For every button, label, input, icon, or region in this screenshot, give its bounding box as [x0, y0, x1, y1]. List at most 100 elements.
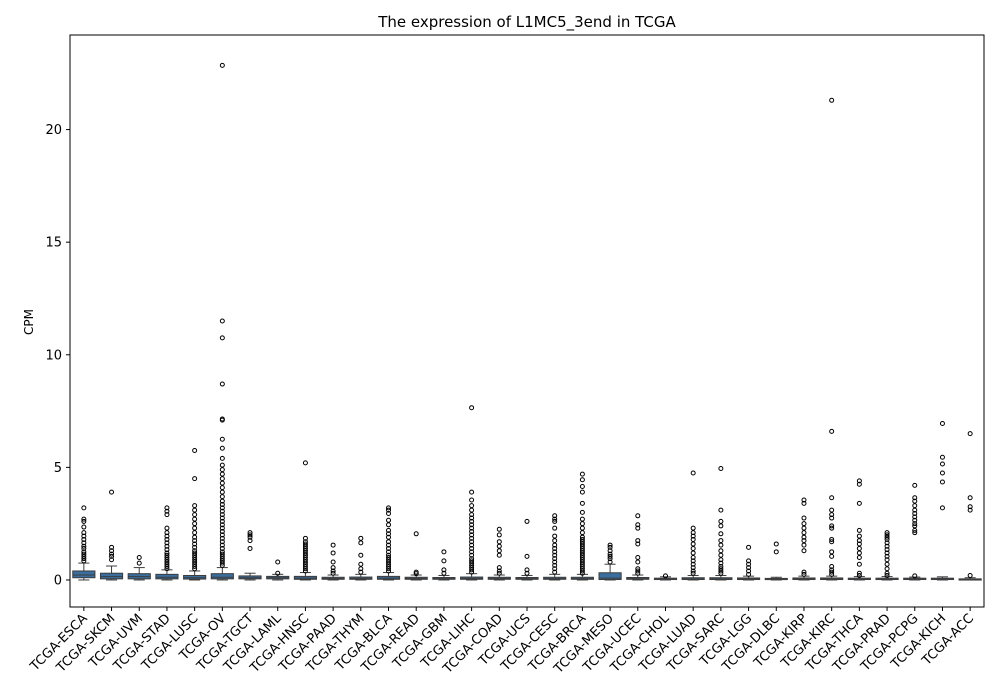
outlier-point: [386, 505, 392, 511]
outlier-point: [939, 505, 945, 511]
outlier-point: [579, 484, 585, 490]
outlier-point: [884, 557, 890, 563]
outlier-point: [192, 541, 198, 547]
outlier-point: [330, 570, 336, 576]
outlier-point: [219, 416, 225, 422]
outlier-point: [635, 570, 641, 576]
outlier-point: [912, 521, 918, 527]
outlier-point: [219, 512, 225, 518]
outlier-point: [469, 567, 475, 573]
outlier-point: [579, 548, 585, 554]
outlier-point: [856, 538, 862, 544]
outlier-point: [469, 562, 475, 568]
outlier-point: [469, 503, 475, 509]
outlier-point: [164, 540, 170, 546]
outlier-point: [579, 543, 585, 549]
outlier-point: [219, 485, 225, 491]
outlier-point: [81, 556, 87, 562]
outlier-point: [884, 532, 890, 538]
outlier-point: [718, 570, 724, 576]
outlier-point: [829, 507, 835, 513]
outlier-point: [579, 557, 585, 563]
outlier-point: [386, 545, 392, 551]
outlier-point: [469, 497, 475, 503]
outlier-point: [219, 480, 225, 486]
outlier-point: [967, 504, 973, 510]
outlier-point: [579, 509, 585, 515]
outlier-point: [386, 511, 392, 517]
outlier-point: [164, 543, 170, 549]
outlier-point: [469, 569, 475, 575]
outlier-point: [192, 476, 198, 482]
outlier-point: [579, 489, 585, 495]
box-group-tcga-sarc: [709, 466, 733, 581]
outlier-point: [386, 531, 392, 537]
outlier-point: [386, 527, 392, 533]
outlier-point: [219, 539, 225, 545]
outlier-point: [718, 538, 724, 544]
outlier-point: [662, 573, 668, 579]
box: [99, 572, 124, 580]
outlier-point: [496, 526, 502, 532]
outlier-point: [884, 553, 890, 559]
outlier-point: [884, 561, 890, 567]
outlier-point: [386, 552, 392, 558]
outlier-point: [884, 547, 890, 553]
outlier-point: [635, 568, 641, 574]
outlier-point: [192, 521, 198, 527]
outlier-point: [469, 560, 475, 566]
outlier-point: [496, 565, 502, 571]
outlier-point: [247, 538, 253, 544]
outlier-point: [302, 541, 308, 547]
outlier-point: [829, 536, 835, 542]
box: [155, 573, 179, 580]
outlier-point: [552, 552, 558, 558]
outlier-point: [829, 571, 835, 577]
outlier-point: [635, 522, 641, 528]
outlier-point: [192, 559, 198, 565]
outlier-point: [469, 558, 475, 564]
outlier-point: [164, 554, 170, 560]
outlier-point: [635, 554, 641, 560]
outlier-point: [386, 563, 392, 569]
outlier-point: [552, 569, 558, 575]
outlier-point: [912, 514, 918, 520]
outlier-point: [801, 525, 807, 531]
outlier-point: [718, 548, 724, 554]
outlier-point: [579, 530, 585, 536]
outlier-point: [552, 513, 558, 519]
outlier-point: [690, 533, 696, 539]
box: [210, 573, 234, 580]
outlier-point: [718, 560, 724, 566]
outlier-point: [635, 559, 641, 565]
outlier-point: [690, 530, 696, 536]
outlier-point: [358, 535, 364, 541]
outlier-point: [469, 522, 475, 528]
outlier-point: [109, 548, 115, 554]
outlier-point: [607, 542, 613, 548]
box-group-tcga-read: [404, 531, 428, 581]
outlier-point: [801, 571, 807, 577]
outlier-point: [884, 572, 890, 578]
outlier-point: [219, 62, 225, 68]
outlier-point: [607, 548, 613, 554]
box-group-tcga-ucs: [515, 518, 539, 581]
outlier-point: [386, 539, 392, 545]
outlier-point: [579, 552, 585, 558]
outlier-point: [746, 561, 752, 567]
outlier-point: [192, 557, 198, 563]
box-group-tcga-stad: [155, 505, 179, 581]
box-group-tcga-prad: [875, 530, 899, 581]
outlier-point: [219, 551, 225, 557]
outlier-point: [884, 543, 890, 549]
outlier-point: [579, 568, 585, 574]
outlier-point: [829, 563, 835, 569]
outlier-point: [552, 538, 558, 544]
outlier-point: [496, 568, 502, 574]
outlier-point: [192, 516, 198, 522]
outlier-point: [912, 523, 918, 529]
outlier-point: [552, 549, 558, 555]
outlier-point: [109, 551, 115, 557]
outlier-point: [579, 500, 585, 506]
outlier-point: [219, 489, 225, 495]
